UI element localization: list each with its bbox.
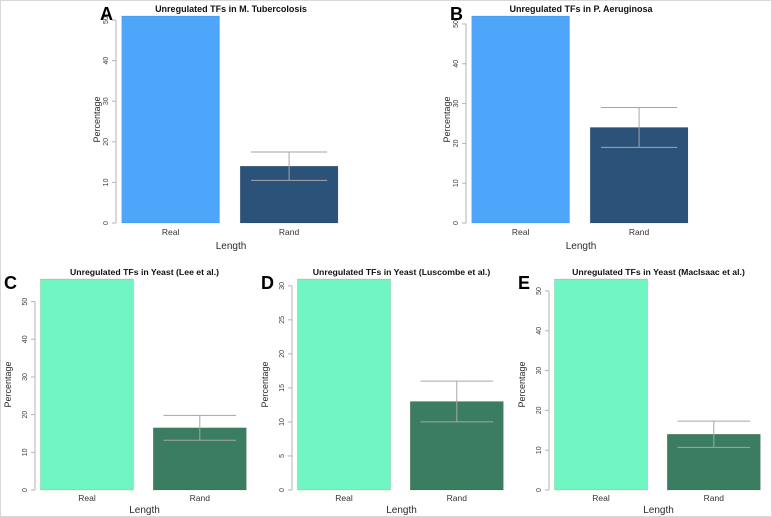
- error-bar: [250, 151, 328, 181]
- y-tick-label: 50: [536, 287, 543, 295]
- panel-C: 0 10 20 30 40 50 Real Rand Length Percentage Unreg…: [1, 259, 258, 516]
- panel-A: 0 10 20 30 40 50 Real Rand Length Percentage Unreg…: [91, 1, 391, 259]
- y-tick-label: 10: [536, 446, 543, 454]
- x-axis-label: Length: [386, 505, 417, 516]
- y-tick-label: 30: [103, 97, 110, 105]
- y-tick-label: 10: [103, 178, 110, 186]
- y-tick-label: 30: [22, 373, 29, 381]
- x-category-label: Rand: [279, 227, 300, 237]
- panel-letter: A: [100, 4, 113, 24]
- y-axis-label: Percentage: [260, 361, 270, 407]
- y-axis-label: Percentage: [92, 96, 102, 142]
- x-axis-label: Length: [216, 241, 247, 252]
- y-tick-label: 0: [22, 488, 29, 492]
- panel-letter: B: [450, 4, 463, 24]
- bar-real: [40, 278, 134, 491]
- y-tick-label: 20: [279, 350, 286, 358]
- y-tick-label: 20: [22, 411, 29, 419]
- y-tick-label: 15: [279, 384, 286, 392]
- y-tick-label: 50: [22, 298, 29, 306]
- panel-B: 0 10 20 30 40 50 Real Rand Length Percentage Unreg…: [441, 1, 741, 259]
- y-tick-label: 10: [453, 179, 460, 187]
- panel-letter: D: [261, 273, 274, 293]
- y-tick-label: 40: [103, 57, 110, 65]
- error-bar: [677, 420, 751, 448]
- x-axis-label: Length: [643, 505, 674, 516]
- error-bar: [163, 414, 237, 441]
- bar-real: [471, 15, 570, 224]
- y-tick-label: 20: [453, 139, 460, 147]
- y-tick-label: 40: [453, 60, 460, 68]
- y-tick-label: 20: [536, 406, 543, 414]
- x-axis-label: Length: [129, 505, 160, 516]
- x-category-label: Real: [592, 493, 610, 503]
- bar-chart-E: 0 10 20 30 40 50 Real Rand Length Percentage Unreg…: [517, 267, 761, 516]
- bar-chart-A: 0 10 20 30 40 50 Real Rand Length Percentage Unreg…: [92, 4, 339, 252]
- y-tick-label: 30: [536, 367, 543, 375]
- chart-title: Unregulated TFs in Yeast (MacIsaac et al…: [572, 267, 745, 277]
- figure-row-top: 0 10 20 30 40 50 Real Rand Length Percentage Unreg…: [1, 1, 771, 259]
- error-bar: [600, 107, 678, 148]
- bar-real: [121, 15, 220, 224]
- bar-chart-C: 0 10 20 30 40 50 Real Rand Length Percentage Unreg…: [3, 267, 247, 516]
- y-axis-label: Percentage: [442, 96, 452, 142]
- panel-E: 0 10 20 30 40 50 Real Rand Length Percentage Unreg…: [515, 259, 771, 516]
- y-tick-label: 50: [103, 16, 110, 24]
- bar-chart-D: 0 5 10 15 20 25 30 Real Rand Length Percentage Unre…: [260, 267, 504, 516]
- x-category-label: Rand: [190, 493, 211, 503]
- y-tick-label: 0: [103, 221, 110, 225]
- x-category-label: Rand: [447, 493, 468, 503]
- x-category-label: Real: [335, 493, 353, 503]
- y-tick-label: 10: [22, 448, 29, 456]
- y-tick-label: 5: [279, 454, 286, 458]
- y-tick-label: 50: [453, 20, 460, 28]
- x-category-label: Rand: [629, 227, 650, 237]
- y-tick-label: 0: [536, 488, 543, 492]
- chart-title: Unregulated TFs in P. Aeruginosa: [509, 4, 653, 14]
- y-tick-label: 25: [279, 316, 286, 324]
- chart-title: Unregulated TFs in Yeast (Luscombe et al…: [313, 267, 491, 277]
- chart-title: Unregulated TFs in M. Tubercolosis: [155, 4, 307, 14]
- bar-chart-B: 0 10 20 30 40 50 Real Rand Length Percentage Unreg…: [442, 4, 689, 252]
- panel-letter: E: [518, 273, 530, 293]
- error-bar: [420, 380, 494, 423]
- y-tick-label: 10: [279, 418, 286, 426]
- x-category-label: Real: [162, 227, 180, 237]
- y-tick-label: 40: [22, 335, 29, 343]
- x-category-label: Real: [78, 493, 96, 503]
- bar-real: [297, 278, 391, 491]
- bar-real: [554, 278, 648, 491]
- panel-D: 0 5 10 15 20 25 30 Real Rand Length Percentage Unre…: [258, 259, 515, 516]
- y-axis-label: Percentage: [3, 361, 13, 407]
- y-tick-label: 0: [279, 488, 286, 492]
- chart-title: Unregulated TFs in Yeast (Lee et al.): [70, 267, 219, 277]
- figure-row-bottom: 0 10 20 30 40 50 Real Rand Length Percentage Unreg…: [1, 259, 771, 516]
- y-tick-label: 30: [279, 282, 286, 290]
- x-category-label: Rand: [704, 493, 725, 503]
- panel-letter: C: [4, 273, 17, 293]
- y-tick-label: 40: [536, 327, 543, 335]
- y-tick-label: 0: [453, 221, 460, 225]
- y-axis-label: Percentage: [517, 361, 527, 407]
- y-tick-label: 30: [453, 100, 460, 108]
- x-category-label: Real: [512, 227, 530, 237]
- y-tick-label: 20: [103, 138, 110, 146]
- x-axis-label: Length: [566, 241, 597, 252]
